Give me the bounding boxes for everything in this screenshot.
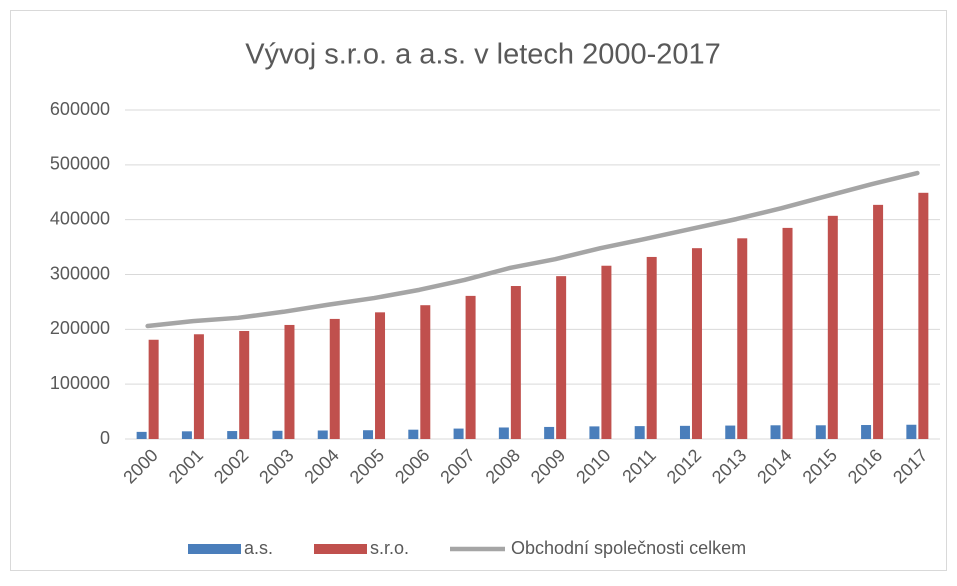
bar (556, 276, 567, 439)
bar (510, 286, 521, 439)
bar (634, 426, 645, 439)
bar (782, 227, 793, 439)
bar (906, 424, 917, 439)
y-tick-label: 200000 (50, 318, 110, 338)
bar (375, 312, 386, 439)
bar (420, 305, 431, 439)
bar (873, 204, 884, 439)
legend-label: Obchodní společnosti celkem (511, 538, 746, 558)
bar (272, 430, 283, 439)
chart-title: Vývoj s.r.o. a a.s. v letech 2000-2017 (245, 39, 721, 71)
y-tick-label: 600000 (50, 99, 110, 119)
bar (725, 425, 736, 439)
y-tick-label: 500000 (50, 154, 110, 174)
bar (827, 215, 838, 439)
bar (589, 426, 600, 439)
bar (239, 330, 250, 439)
legend-label: a.s. (244, 538, 273, 558)
bar (544, 426, 555, 439)
bar (148, 339, 159, 439)
bar (136, 431, 147, 439)
bar (363, 430, 374, 439)
bar (329, 318, 340, 439)
bar (284, 324, 295, 439)
legend-label: s.r.o. (370, 538, 409, 558)
bar (498, 427, 509, 439)
bar (815, 425, 826, 439)
legend-swatch (314, 544, 367, 554)
bar (861, 425, 872, 439)
bar (465, 295, 476, 439)
chart-border (10, 10, 947, 571)
bar (770, 425, 781, 439)
bar (737, 238, 748, 439)
y-tick-label: 400000 (50, 208, 110, 228)
legend-swatch (188, 544, 241, 554)
bar (317, 430, 328, 439)
bar (679, 425, 690, 439)
bar (181, 431, 192, 439)
bar (227, 431, 238, 439)
bar (646, 256, 657, 439)
bar (193, 334, 204, 439)
bar (691, 248, 702, 439)
y-tick-label: 0 (100, 428, 110, 448)
bar (918, 192, 929, 439)
bar (408, 429, 419, 439)
bar (453, 428, 464, 439)
line (145, 170, 920, 329)
y-tick-label: 100000 (50, 373, 110, 393)
y-tick-label: 300000 (50, 263, 110, 283)
bar (601, 265, 612, 439)
